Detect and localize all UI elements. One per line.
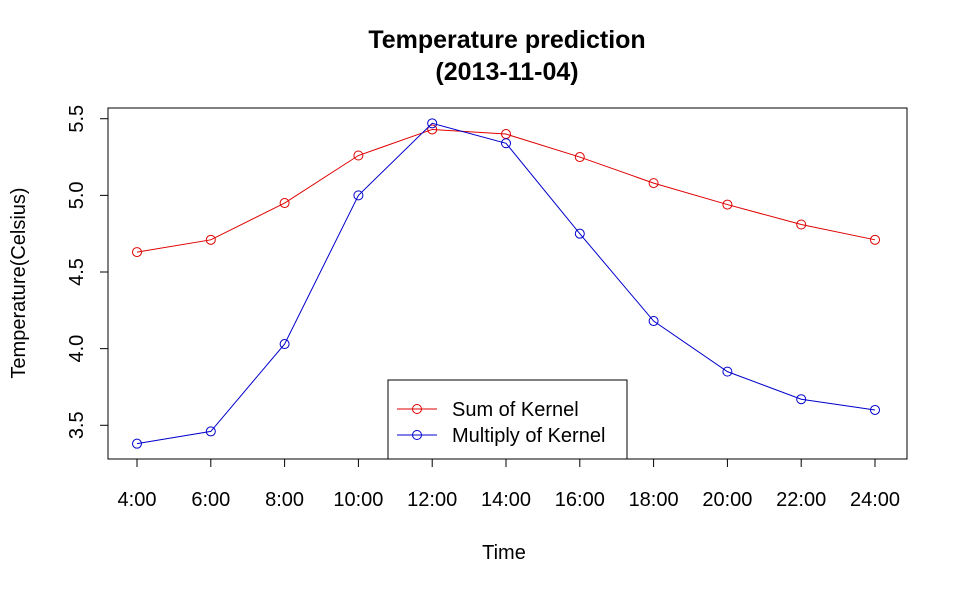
data-point	[722, 199, 733, 210]
data-point	[279, 198, 290, 209]
chart-subtitle: (2013-11-04)	[435, 58, 578, 86]
data-point	[870, 234, 880, 245]
y-axis-label: Temperature(Celsius)	[8, 187, 30, 378]
legend: Sum of Kernel Multiply of Kernel	[387, 379, 628, 460]
data-point	[205, 426, 216, 437]
data-point	[574, 152, 585, 163]
data-point	[132, 247, 142, 258]
legend-label: Multiply of Kernel	[452, 425, 605, 447]
y-tick-label: 4.5	[66, 258, 88, 286]
data-point	[205, 234, 216, 245]
data-point	[132, 438, 142, 449]
data-point	[427, 118, 438, 129]
data-point	[353, 150, 364, 161]
data-point	[870, 404, 880, 415]
data-point	[279, 339, 290, 350]
series-line	[136, 122, 876, 445]
y-tick-label: 3.5	[66, 411, 88, 439]
x-tick-label: 18:00	[629, 489, 679, 511]
x-axis-label: Time	[482, 542, 526, 564]
data-point	[722, 366, 733, 377]
data-point	[501, 138, 511, 149]
x-tick-label: 8:00	[265, 489, 304, 511]
x-tick-label: 24:00	[850, 489, 900, 511]
x-tick-label: 12:00	[407, 489, 457, 511]
x-tick-label: 14:00	[481, 489, 531, 511]
x-tick-label: 20:00	[702, 489, 752, 511]
legend-item: Multiply of Kernel	[397, 425, 605, 447]
legend-swatch-marker	[412, 430, 422, 440]
x-tick-label: 22:00	[776, 489, 826, 511]
series-1	[132, 124, 880, 258]
series-layer	[132, 118, 880, 449]
data-point	[796, 219, 807, 230]
legend-item: Sum of Kernel	[397, 399, 579, 421]
legend-box	[387, 379, 628, 460]
data-point	[648, 178, 659, 189]
series-line	[136, 128, 876, 253]
data-point	[648, 316, 659, 327]
x-axis: 4:00 6:00 8:00 10:00 12:00 14:00 16:00 18:00 20:…	[118, 458, 900, 511]
legend-swatch-marker	[412, 404, 422, 414]
x-tick-label: 4:00	[118, 489, 157, 511]
y-tick-label: 5.5	[66, 105, 88, 133]
legend-label: Sum of Kernel	[452, 399, 579, 421]
series-2	[132, 118, 880, 449]
x-tick-label: 10:00	[333, 489, 383, 511]
x-tick-label: 16:00	[555, 489, 605, 511]
data-point	[796, 394, 807, 405]
chart-title: Temperature prediction	[368, 26, 645, 54]
y-tick-label: 5.0	[66, 181, 88, 209]
y-tick-label: 4.0	[66, 335, 88, 363]
data-point	[353, 190, 364, 201]
y-axis: 3.5 4.0 4.5 5.0 5.5	[66, 105, 109, 439]
x-tick-label: 6:00	[191, 489, 230, 511]
data-point	[574, 228, 585, 239]
data-point	[427, 124, 438, 135]
